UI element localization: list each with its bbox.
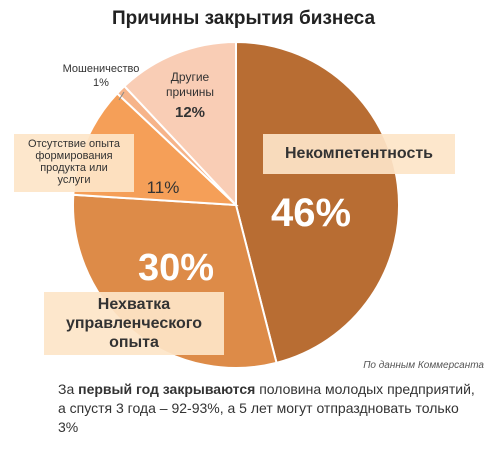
- label-fraud-text: Мошеничество: [62, 63, 140, 75]
- label-product-line4: услуги: [57, 174, 91, 186]
- label-product-line3: продукта или: [40, 162, 108, 174]
- slice-incompetence: [235, 40, 400, 365]
- caption: За первый год закрываются половина молод…: [58, 380, 478, 437]
- caption-bold: первый год закрываются: [78, 381, 256, 397]
- slice-value-management: 30%: [138, 247, 214, 289]
- label-incompetence: Некомпетентность: [263, 134, 455, 174]
- label-fraud: Мошеничество 1%: [40, 62, 162, 90]
- label-product-line2: формирования: [35, 150, 113, 162]
- source-note: По данным Коммерсанта: [363, 360, 484, 371]
- caption-part2: половина молодых предприятий, а спустя 3…: [58, 381, 475, 435]
- label-other-line1: Другие: [170, 70, 210, 84]
- label-incompetence-text: Некомпетентность: [284, 145, 434, 162]
- slice-other: [123, 40, 237, 208]
- caption-part1: За: [58, 381, 79, 397]
- label-other: Другие причины 12%: [150, 70, 230, 120]
- label-fraud-value: 1%: [93, 77, 109, 89]
- label-other-line2: причины: [165, 85, 215, 99]
- fraud-leader-line: [118, 91, 125, 101]
- label-management-line1: Нехватка: [97, 296, 171, 313]
- slice-value-product: 11%: [146, 178, 180, 197]
- chart-title: Причины закрытия бизнеса: [111, 8, 376, 29]
- label-management-line2: управленческого: [65, 315, 203, 332]
- label-product-line1: Отсутствие опыта: [27, 138, 121, 150]
- slice-value-incompetence: 46%: [271, 191, 351, 235]
- label-product: Отсутствие опыта формирования продукта и…: [14, 134, 134, 192]
- label-other-value: 12%: [174, 104, 206, 121]
- label-management: Нехватка управленческого опыта: [44, 292, 224, 355]
- label-management-line3: опыта: [109, 334, 159, 351]
